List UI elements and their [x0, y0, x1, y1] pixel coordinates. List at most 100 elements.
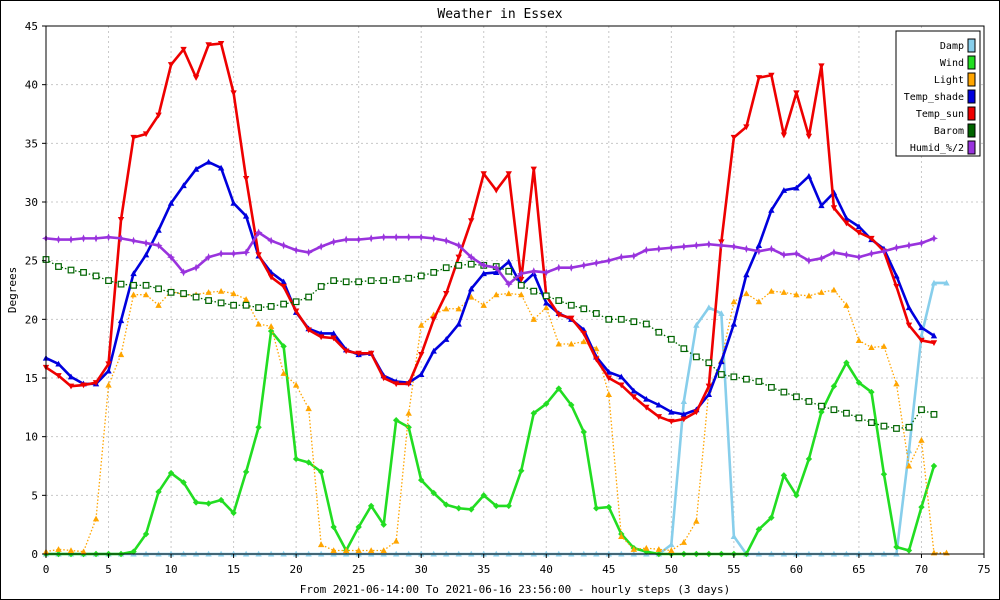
data-point-temp-sun — [768, 72, 775, 79]
data-point-humid-2 — [129, 236, 138, 245]
data-point-wind — [793, 492, 800, 499]
data-point-light — [830, 286, 838, 293]
data-point-wind — [280, 343, 287, 350]
data-point-light — [105, 381, 112, 388]
data-point-light — [518, 291, 525, 298]
data-point-humid-2 — [204, 253, 213, 262]
data-point-temp-shade — [443, 336, 450, 342]
data-point-humid-2 — [54, 235, 63, 244]
series-temp-sun — [42, 41, 938, 425]
data-point-light — [255, 320, 262, 327]
data-point-temp-shade — [893, 272, 900, 279]
data-point-barom — [818, 402, 825, 410]
legend-item-damp: Damp — [940, 38, 976, 53]
data-point-temp-shade — [105, 367, 112, 374]
y-tick-label: 30 — [25, 196, 38, 209]
data-point-barom — [830, 406, 838, 414]
y-axis-ticks: 0 5 10 15 20 25 30 35 40 45 — [25, 20, 46, 561]
data-point-temp-shade — [117, 317, 125, 324]
data-point-light — [92, 515, 100, 522]
x-tick-label: 60 — [790, 563, 803, 576]
x-tick-label: 40 — [540, 563, 553, 576]
data-point-temp-sun — [780, 132, 788, 139]
series-wind — [42, 327, 938, 558]
legend: Damp Wind Light Temp_shade Temp_sun Barom Humi… — [895, 30, 981, 157]
data-point-barom — [267, 303, 275, 310]
data-point-temp-sun — [930, 340, 938, 346]
data-point-temp-sun — [292, 308, 300, 315]
data-point-light — [543, 304, 550, 311]
data-point-wind — [930, 462, 938, 470]
data-point-temp-shade — [655, 401, 663, 408]
y-tick-label: 45 — [25, 20, 38, 33]
data-point-temp-shade — [730, 320, 738, 327]
data-point-light — [468, 293, 475, 300]
data-point-temp-sun — [730, 134, 738, 141]
data-point-light — [918, 436, 925, 443]
data-point-light — [668, 547, 675, 554]
data-point-light — [680, 539, 688, 545]
x-tick-label: 55 — [727, 563, 740, 576]
data-point-barom — [717, 371, 725, 378]
data-point-humid-2 — [529, 267, 538, 276]
x-tick-label: 70 — [915, 563, 928, 576]
data-point-humid-2 — [917, 239, 926, 248]
data-point-humid-2 — [704, 240, 713, 249]
data-point-barom — [868, 419, 875, 426]
data-point-temp-sun — [805, 133, 813, 140]
data-point-humid-2 — [292, 246, 301, 255]
data-point-wind — [443, 501, 450, 508]
data-point-humid-2 — [404, 233, 413, 242]
data-point-humid-2 — [379, 233, 388, 242]
legend-item-barom: Barom — [934, 123, 976, 138]
data-point-wind — [242, 468, 250, 476]
x-tick-label: 75 — [977, 563, 990, 576]
data-point-damp — [705, 304, 713, 311]
data-point-wind — [893, 543, 900, 551]
data-point-barom — [380, 277, 388, 285]
data-point-wind — [167, 469, 175, 477]
data-point-humid-2 — [729, 242, 738, 251]
data-point-temp-sun — [230, 90, 237, 97]
data-point-wind — [755, 526, 763, 533]
data-point-barom — [242, 301, 250, 309]
x-axis-label: From 2021-06-14:00 To 2021-06-16 23:56:0… — [300, 583, 730, 596]
data-point-temp-sun — [405, 381, 412, 388]
data-point-humid-2 — [879, 247, 888, 256]
legend-label: Temp_sun — [916, 109, 964, 120]
data-point-light — [618, 533, 625, 539]
data-point-light — [230, 290, 237, 297]
data-point-light — [793, 291, 800, 298]
data-point-barom — [855, 414, 863, 422]
data-point-light — [643, 544, 650, 551]
data-point-temp-shade — [805, 172, 813, 179]
data-point-barom — [105, 277, 112, 285]
data-point-barom — [430, 269, 438, 276]
data-point-temp-sun — [455, 254, 462, 261]
data-point-light — [405, 410, 412, 416]
data-point-temp-sun — [618, 382, 625, 389]
x-tick-label: 65 — [852, 563, 865, 576]
data-point-barom — [55, 263, 62, 270]
data-point-temp-shade — [930, 332, 938, 339]
data-point-wind — [205, 500, 212, 507]
data-point-temp-shade — [455, 320, 462, 327]
data-point-barom — [567, 301, 575, 309]
legend-item-wind: Wind — [940, 55, 976, 70]
x-tick-label: 20 — [290, 563, 303, 576]
data-point-temp-shade — [543, 299, 550, 306]
data-point-temp-shade — [905, 304, 913, 311]
data-point-wind — [330, 523, 337, 531]
x-tick-label: 5 — [105, 563, 112, 576]
data-point-barom — [405, 274, 413, 282]
data-point-temp-shade — [793, 184, 800, 191]
data-point-temp-shade — [167, 199, 175, 206]
data-point-wind — [868, 388, 875, 396]
data-point-humid-2 — [154, 241, 163, 250]
data-point-temp-sun — [518, 276, 525, 283]
data-point-barom — [117, 280, 125, 288]
data-point-wind — [855, 379, 863, 386]
data-point-temp-sun — [893, 283, 900, 290]
data-point-damp — [668, 541, 675, 548]
data-point-temp-sun — [818, 63, 825, 70]
